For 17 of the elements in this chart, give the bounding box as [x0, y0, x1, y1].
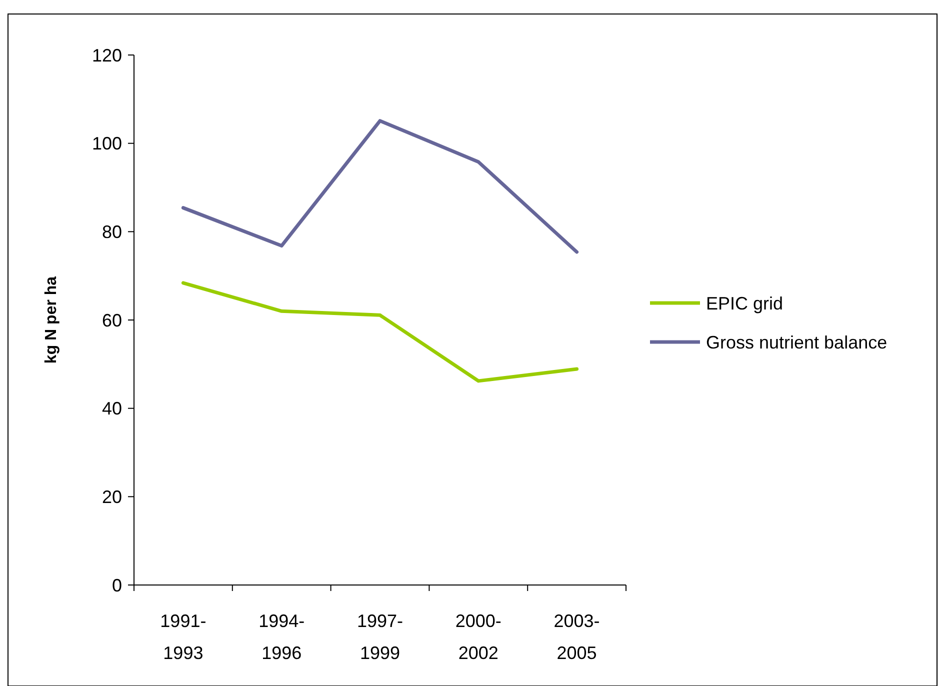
legend-label: EPIC grid: [706, 293, 784, 314]
y-tick-label: 60: [102, 310, 122, 330]
y-tick-label: 80: [102, 222, 122, 242]
line-series: [181, 119, 579, 254]
x-tick-label: 2000-2002: [455, 611, 502, 663]
x-tick-label: 1997-1999: [356, 611, 404, 663]
legend-label: Gross nutrient balance: [706, 332, 888, 352]
y-tick-label: 0: [112, 575, 122, 596]
y-tick-label: 120: [92, 45, 122, 66]
y-tick-label: 40: [102, 398, 122, 419]
x-tick-label: 1991-1993: [160, 611, 206, 663]
y-axis-title: kg N per ha: [43, 276, 60, 364]
x-tick-label: 1994-1996: [258, 611, 305, 663]
line-series: [181, 281, 579, 383]
y-tick-label: 100: [92, 134, 122, 154]
x-tick-label: 2003-2005: [554, 611, 600, 663]
y-tick-label: 20: [102, 486, 122, 507]
